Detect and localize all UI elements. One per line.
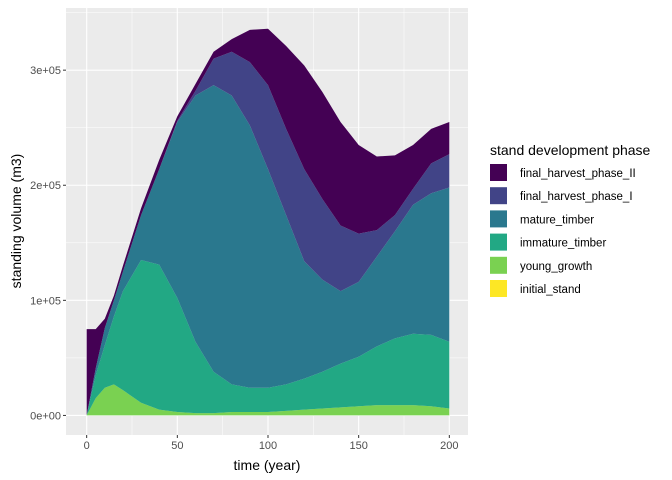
legend-key-mature-timber (490, 210, 507, 228)
x-tick-label: 50 (171, 440, 183, 452)
legend-label: young_growth (520, 261, 592, 273)
legend-key-young-growth (490, 256, 507, 274)
x-axis-title: time (year) (234, 457, 301, 473)
legend-key-immature-timber (490, 233, 507, 251)
y-tick-label: 1e+05 (30, 295, 61, 307)
area-young-growth (86, 384, 450, 416)
legend-label: final_harvest_phase_I (520, 191, 633, 203)
legend-key-initial-stand (490, 280, 507, 297)
legend-title: stand development phase (490, 142, 651, 158)
legend-key-final-harvest-phase-I (490, 187, 507, 205)
legend-label: final_harvest_phase_II (520, 168, 636, 180)
x-tick-label: 0 (84, 440, 90, 452)
x-tick-label: 100 (259, 440, 277, 452)
area-final-harvest-phase-II (86, 28, 450, 416)
area-immature-timber (86, 260, 450, 416)
area-final-harvest-phase-I (86, 51, 450, 416)
legend: stand development phase final_harvest_ph… (490, 142, 651, 297)
y-tick-label: 0e+00 (30, 410, 61, 422)
y-axis-title: standing volume (m3) (8, 154, 24, 289)
y-tick-label: 3e+05 (30, 65, 61, 77)
legend-key-final-harvest-phase-II (490, 164, 507, 181)
x-tick-label: 200 (440, 440, 458, 452)
legend-label: immature_timber (520, 238, 606, 250)
area-mature-timber (86, 85, 450, 416)
axes: 0 50 100 150 200 0e+00 1e+05 2e+05 3e+05 (30, 65, 458, 452)
x-tick-label: 150 (349, 440, 367, 452)
areas (86, 28, 450, 416)
legend-label: mature_timber (520, 214, 594, 226)
legend-label: initial_stand (520, 284, 581, 296)
y-tick-label: 2e+05 (30, 180, 61, 192)
